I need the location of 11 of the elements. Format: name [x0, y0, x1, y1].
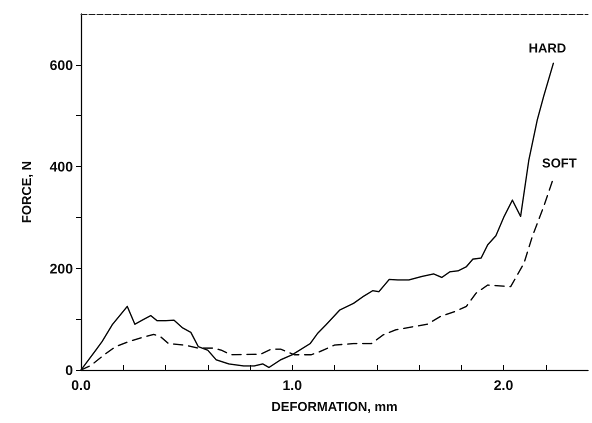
x-tick-label: 2.0 [494, 377, 514, 393]
series-label: SOFT [542, 155, 577, 170]
y-tick-label: 600 [50, 56, 74, 73]
y-tick-label: 400 [50, 158, 74, 175]
y-axis-title: FORCE, N [19, 160, 34, 224]
x-axis-title: DEFORMATION, mm [271, 399, 398, 414]
y-tick-label: 200 [50, 260, 74, 276]
x-tick-label: 1.0 [282, 377, 302, 393]
y-tick-label: 0 [65, 362, 74, 378]
x-tick-label: 0.0 [71, 377, 91, 393]
series-label: HARD [528, 40, 566, 56]
